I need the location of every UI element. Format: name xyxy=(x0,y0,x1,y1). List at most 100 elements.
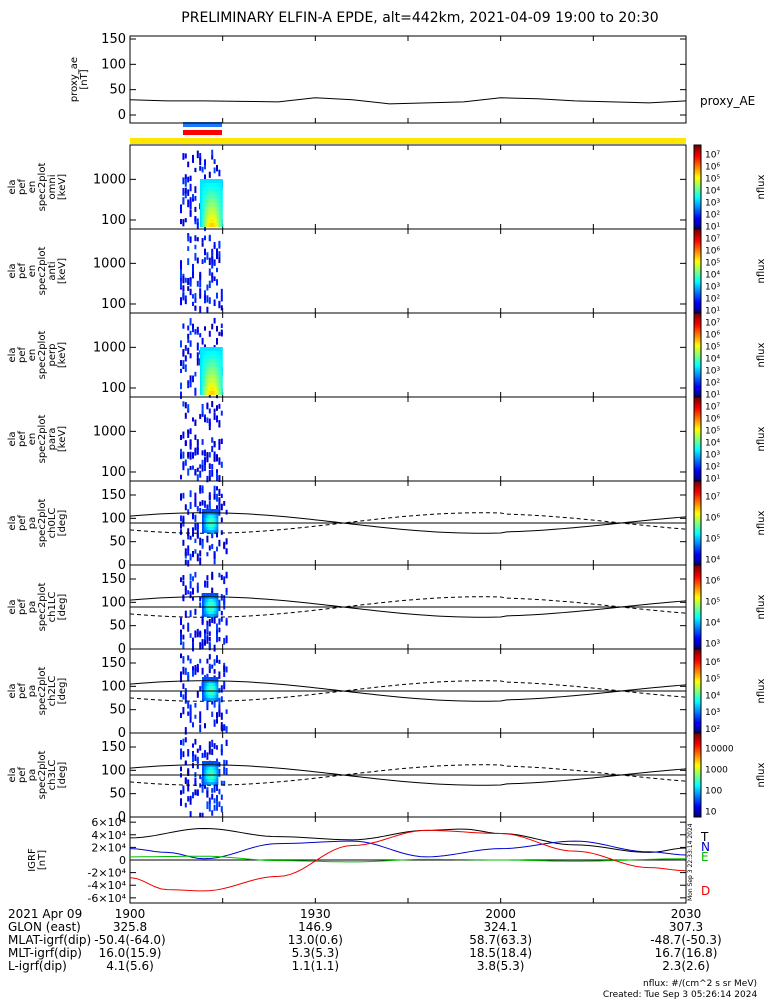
spectrogram-pixel xyxy=(187,338,190,343)
spectrogram-pixel xyxy=(180,632,182,640)
colorbar-step xyxy=(694,178,701,182)
colorbar-step xyxy=(694,678,701,681)
spectrogram-pixel xyxy=(189,707,192,716)
spectrogram-pixel xyxy=(212,363,215,367)
colorbar-step xyxy=(694,560,701,564)
colorbar-step xyxy=(694,730,701,734)
spectrogram-pixel xyxy=(220,215,223,219)
spectrogram-pixel xyxy=(203,677,206,680)
y-label-line: ch2LC xyxy=(47,676,58,707)
spectrogram-pixel xyxy=(203,524,206,527)
colorbar-step xyxy=(694,798,701,801)
colorbar-step xyxy=(694,443,701,446)
colorbar-step xyxy=(694,224,701,228)
spectrogram-pixel xyxy=(211,203,214,207)
colorbar-step xyxy=(694,541,701,545)
spectrogram-pixel xyxy=(208,641,211,650)
colorbar-step xyxy=(694,508,701,511)
colorbar-step xyxy=(694,294,701,297)
spectrogram-pixel xyxy=(192,596,194,601)
spectrogram-pixel xyxy=(187,234,190,242)
spectrogram-pixel xyxy=(208,234,211,242)
spectrogram-pixel xyxy=(216,195,218,199)
spectrogram-pixel xyxy=(207,512,210,515)
spectrogram-pixel xyxy=(216,608,219,611)
spectrogram-pixel xyxy=(192,722,194,728)
spectrogram-pixel xyxy=(208,379,210,383)
spectrogram-pixel xyxy=(196,663,199,672)
spectrogram-pixel xyxy=(187,452,190,458)
y-label-line: spec2plot xyxy=(37,583,48,632)
spectrogram-pixel xyxy=(192,452,194,459)
spectrogram-pixel xyxy=(211,810,214,816)
spectrogram-pixel xyxy=(216,614,219,617)
spectrogram-pixel xyxy=(209,183,212,187)
y-label-line: [deg] xyxy=(57,762,68,789)
spectrogram-pixel xyxy=(216,191,218,195)
spectrogram-pixel xyxy=(223,681,226,687)
colorbar-label-text: nflux xyxy=(756,678,767,703)
colorbar-step xyxy=(694,415,701,419)
spectrogram-pixel xyxy=(192,587,194,595)
colorbar-step xyxy=(694,451,701,455)
y-label-line: pef xyxy=(17,431,28,448)
spectrogram-pixel xyxy=(199,333,202,338)
spectrogram-pixel xyxy=(189,428,192,435)
spectrogram-pixel xyxy=(217,359,220,363)
colorbar-label: nflux xyxy=(756,678,767,703)
y-label-line: IGRF xyxy=(27,848,38,872)
spectrogram-pixel xyxy=(211,596,213,599)
spectrogram-pixel xyxy=(211,680,213,683)
spectrogram-pixel xyxy=(219,211,222,215)
spectrogram-pixel xyxy=(214,191,217,195)
spectrogram-pixel xyxy=(192,323,194,329)
spectrogram-pixel xyxy=(219,203,222,207)
colorbar-step xyxy=(694,735,701,738)
spectrogram-pixel xyxy=(214,596,217,599)
spectrogram-pixel xyxy=(203,698,206,701)
spectrogram-pixel xyxy=(206,375,209,379)
y-tick-label: 1000 xyxy=(93,340,126,355)
panel-frame xyxy=(129,228,687,314)
colorbar-step xyxy=(694,741,701,744)
colorbar-step xyxy=(694,189,701,192)
spectrogram-pixel xyxy=(216,767,219,770)
y-tick-label: 100 xyxy=(101,511,126,526)
colorbar-step xyxy=(694,812,701,816)
colorbar-step xyxy=(694,707,701,711)
colorbar-step xyxy=(694,390,701,394)
spectrogram-pixel xyxy=(212,371,215,375)
spectrogram-pixel xyxy=(220,725,223,732)
spectrogram-pixel xyxy=(194,630,197,638)
spectrogram-pixel xyxy=(216,375,218,379)
spectrogram-pixel xyxy=(184,153,187,159)
spectrogram-pixel xyxy=(216,806,218,811)
spectrogram-pixel xyxy=(208,330,211,337)
spectrogram-pixel xyxy=(208,195,210,199)
spectrogram-pixel xyxy=(216,677,219,680)
spectrogram-pixel xyxy=(217,371,220,375)
spectrogram-pixel xyxy=(216,680,219,683)
spectrogram-pixel xyxy=(211,515,213,518)
spectrogram-pixel xyxy=(208,171,211,178)
spectrogram-pixel xyxy=(180,260,182,265)
spectrogram-pixel xyxy=(199,812,202,818)
spectrogram-pixel xyxy=(211,363,214,367)
colorbar-step xyxy=(694,210,701,213)
y-label-line: spec2plot xyxy=(37,331,48,380)
spectrogram-pixel xyxy=(206,624,209,633)
spectrogram-pixel xyxy=(209,692,212,695)
spectrogram-pixel xyxy=(217,207,220,211)
y-tick-label: 50 xyxy=(109,535,126,550)
spectrogram-pixel xyxy=(192,465,194,470)
spectrogram-pixel xyxy=(220,207,223,211)
spectrogram-pixel xyxy=(203,391,206,395)
spectrogram-pixel xyxy=(213,485,216,494)
y-axis-label: IGRF [nT] xyxy=(27,848,48,872)
spectrogram-pixel xyxy=(192,576,194,582)
colorbar-step xyxy=(694,229,701,232)
spectrogram-pixel xyxy=(211,698,213,701)
spectrogram-pixel xyxy=(218,240,221,247)
spectrogram-pixel xyxy=(218,710,221,717)
spectrogram-pixel xyxy=(213,299,216,307)
